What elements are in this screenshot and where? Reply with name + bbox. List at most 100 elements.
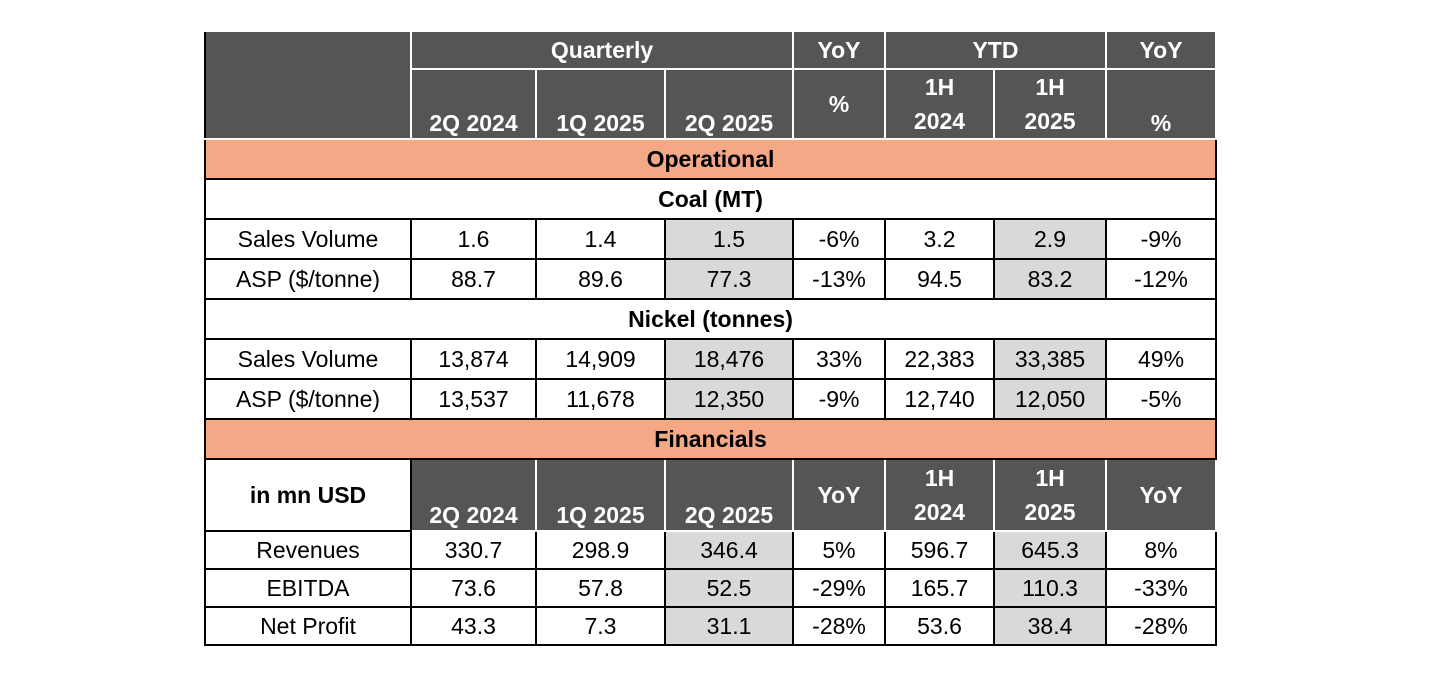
- cell-1h2025: 110.3: [993, 568, 1108, 608]
- table-row: EBITDA 73.6 57.8 52.5 -29% 165.7 110.3 -…: [204, 568, 1218, 608]
- cell-1h2024: 12,740: [884, 378, 996, 420]
- cell-1q2025: 1.4: [535, 218, 666, 260]
- cell-2q2025: 52.5: [663, 568, 795, 608]
- fin-header-yoy-ytd: YoY: [1105, 458, 1218, 532]
- cell-1q2025: 7.3: [535, 606, 666, 646]
- table-row: Sales Volume 13,874 14,909 18,476 33% 22…: [204, 338, 1218, 380]
- cell-2q2025: 12,350: [663, 378, 795, 420]
- header-row-2: 2Q 2024 1Q 2025 2Q 2025 % 1H 2024 1H 202…: [205, 68, 1218, 140]
- cell-1h2024: 53.6: [884, 606, 996, 646]
- cell-yoy-q: -13%: [792, 258, 887, 300]
- cell-2q2024: 13,537: [410, 378, 537, 420]
- cell-2q2024: 330.7: [410, 530, 537, 570]
- cell-2q2025: 1.5: [663, 218, 795, 260]
- cell-yoy-ytd: 8%: [1105, 530, 1218, 570]
- cell-1q2025: 89.6: [535, 258, 666, 300]
- cell-yoy-ytd: 49%: [1105, 338, 1218, 380]
- fin-header-col-2q2024: 2Q 2024: [410, 458, 537, 532]
- cell-1h2024: 165.7: [884, 568, 996, 608]
- cell-yoy-ytd: -12%: [1105, 258, 1218, 300]
- fin-header-col-1h2024: 1H 2024: [884, 458, 996, 532]
- cell-yoy-ytd: -28%: [1105, 606, 1218, 646]
- cell-yoy-q: -9%: [792, 378, 887, 420]
- cell-1h2025: 38.4: [993, 606, 1108, 646]
- header-1h2025-line1: 1H: [1035, 74, 1065, 100]
- cell-1h2025: 83.2: [993, 258, 1108, 300]
- table-row: Revenues 330.7 298.9 346.4 5% 596.7 645.…: [204, 530, 1218, 570]
- cell-1h2025: 645.3: [993, 530, 1108, 570]
- cell-yoy-ytd: -5%: [1105, 378, 1218, 420]
- table-row: ASP ($/tonne) 13,537 11,678 12,350 -9% 1…: [204, 378, 1218, 420]
- cell-yoy-q: 33%: [792, 338, 887, 380]
- header-1h2025-line2: 2025: [1024, 108, 1076, 134]
- financial-summary-table: Quarterly YoY YTD YoY 2Q 2024 1Q 2025 2Q…: [203, 30, 1218, 646]
- cell-yoy-q: 5%: [792, 530, 887, 570]
- row-label: Sales Volume: [204, 218, 412, 260]
- cell-2q2024: 88.7: [410, 258, 537, 300]
- fin-header-col-1q2025: 1Q 2025: [535, 458, 666, 532]
- fin-header-yoy-quarterly: YoY: [792, 458, 887, 532]
- unit-label: in mn USD: [204, 458, 412, 532]
- financials-header-row: in mn USD 2Q 2024 1Q 2025 2Q 2025 YoY 1H…: [204, 458, 1218, 532]
- header-col-pct-ytd: %: [1105, 68, 1218, 140]
- fin-header-1h2024-line1: 1H: [924, 465, 955, 491]
- group-coal-row: Coal (MT): [203, 178, 1218, 220]
- cell-2q2025: 77.3: [663, 258, 795, 300]
- row-label: ASP ($/tonne): [204, 378, 412, 420]
- cell-1q2025: 11,678: [535, 378, 666, 420]
- fin-header-col-1h2025: 1H 2025: [993, 458, 1108, 532]
- cell-1q2025: 298.9: [535, 530, 666, 570]
- fin-header-1h2025-line2: 2025: [1024, 499, 1076, 525]
- cell-1q2025: 14,909: [535, 338, 666, 380]
- section-operational-row: Operational: [203, 138, 1218, 180]
- cell-2q2024: 1.6: [410, 218, 537, 260]
- section-financials-row: Financials: [203, 418, 1218, 460]
- cell-1q2025: 57.8: [535, 568, 666, 608]
- cell-2q2025: 346.4: [663, 530, 795, 570]
- cell-1h2024: 94.5: [884, 258, 996, 300]
- group-nickel-row: Nickel (tonnes): [203, 298, 1218, 340]
- cell-yoy-q: -28%: [792, 606, 887, 646]
- cell-2q2024: 13,874: [410, 338, 537, 380]
- header-quarterly: Quarterly: [409, 30, 795, 70]
- cell-2q2025: 18,476: [663, 338, 795, 380]
- header-ytd: YTD: [884, 30, 1108, 70]
- table-row: Sales Volume 1.6 1.4 1.5 -6% 3.2 2.9 -9%: [204, 218, 1218, 260]
- fin-header-1h2024-line2: 2024: [913, 499, 966, 525]
- header-1h2024-line1: 1H: [924, 74, 955, 100]
- header-col-1h2024: 1H 2024: [884, 68, 996, 140]
- row-label: ASP ($/tonne): [204, 258, 412, 300]
- row-label: EBITDA: [204, 568, 412, 608]
- table-row: ASP ($/tonne) 88.7 89.6 77.3 -13% 94.5 8…: [204, 258, 1218, 300]
- cell-1h2024: 22,383: [884, 338, 996, 380]
- header-yoy-ytd: YoY: [1105, 30, 1218, 70]
- header-col-2q2024: 2Q 2024: [410, 68, 537, 140]
- cell-yoy-q: -6%: [792, 218, 887, 260]
- header-col-1h2025: 1H 2025: [993, 68, 1108, 140]
- header-col-1q2025: 1Q 2025: [535, 68, 666, 140]
- fin-header-1h2025-line1: 1H: [1035, 465, 1065, 491]
- header-row-1: Quarterly YoY YTD YoY: [204, 30, 1218, 140]
- row-label: Net Profit: [204, 606, 412, 646]
- cell-yoy-ytd: -33%: [1105, 568, 1218, 608]
- header-yoy-quarterly: YoY: [792, 30, 887, 70]
- cell-yoy-q: -29%: [792, 568, 887, 608]
- cell-2q2024: 73.6: [410, 568, 537, 608]
- row-label: Revenues: [204, 530, 412, 570]
- header-col-2q2025: 2Q 2025: [663, 68, 795, 140]
- cell-1h2025: 12,050: [993, 378, 1108, 420]
- fin-header-col-2q2025: 2Q 2025: [663, 458, 795, 532]
- group-coal: Coal (MT): [203, 178, 1218, 220]
- row-label: Sales Volume: [204, 338, 412, 380]
- header-corner: [204, 30, 412, 140]
- cell-2q2025: 31.1: [663, 606, 795, 646]
- section-operational: Operational: [203, 138, 1218, 180]
- cell-2q2024: 43.3: [410, 606, 537, 646]
- cell-1h2025: 2.9: [993, 218, 1108, 260]
- cell-1h2024: 3.2: [884, 218, 996, 260]
- section-financials: Financials: [203, 418, 1218, 460]
- header-1h2024-line2: 2024: [913, 108, 966, 134]
- cell-yoy-ytd: -9%: [1105, 218, 1218, 260]
- table-row: Net Profit 43.3 7.3 31.1 -28% 53.6 38.4 …: [204, 606, 1218, 646]
- header-col-pct-quarterly: %: [792, 68, 887, 140]
